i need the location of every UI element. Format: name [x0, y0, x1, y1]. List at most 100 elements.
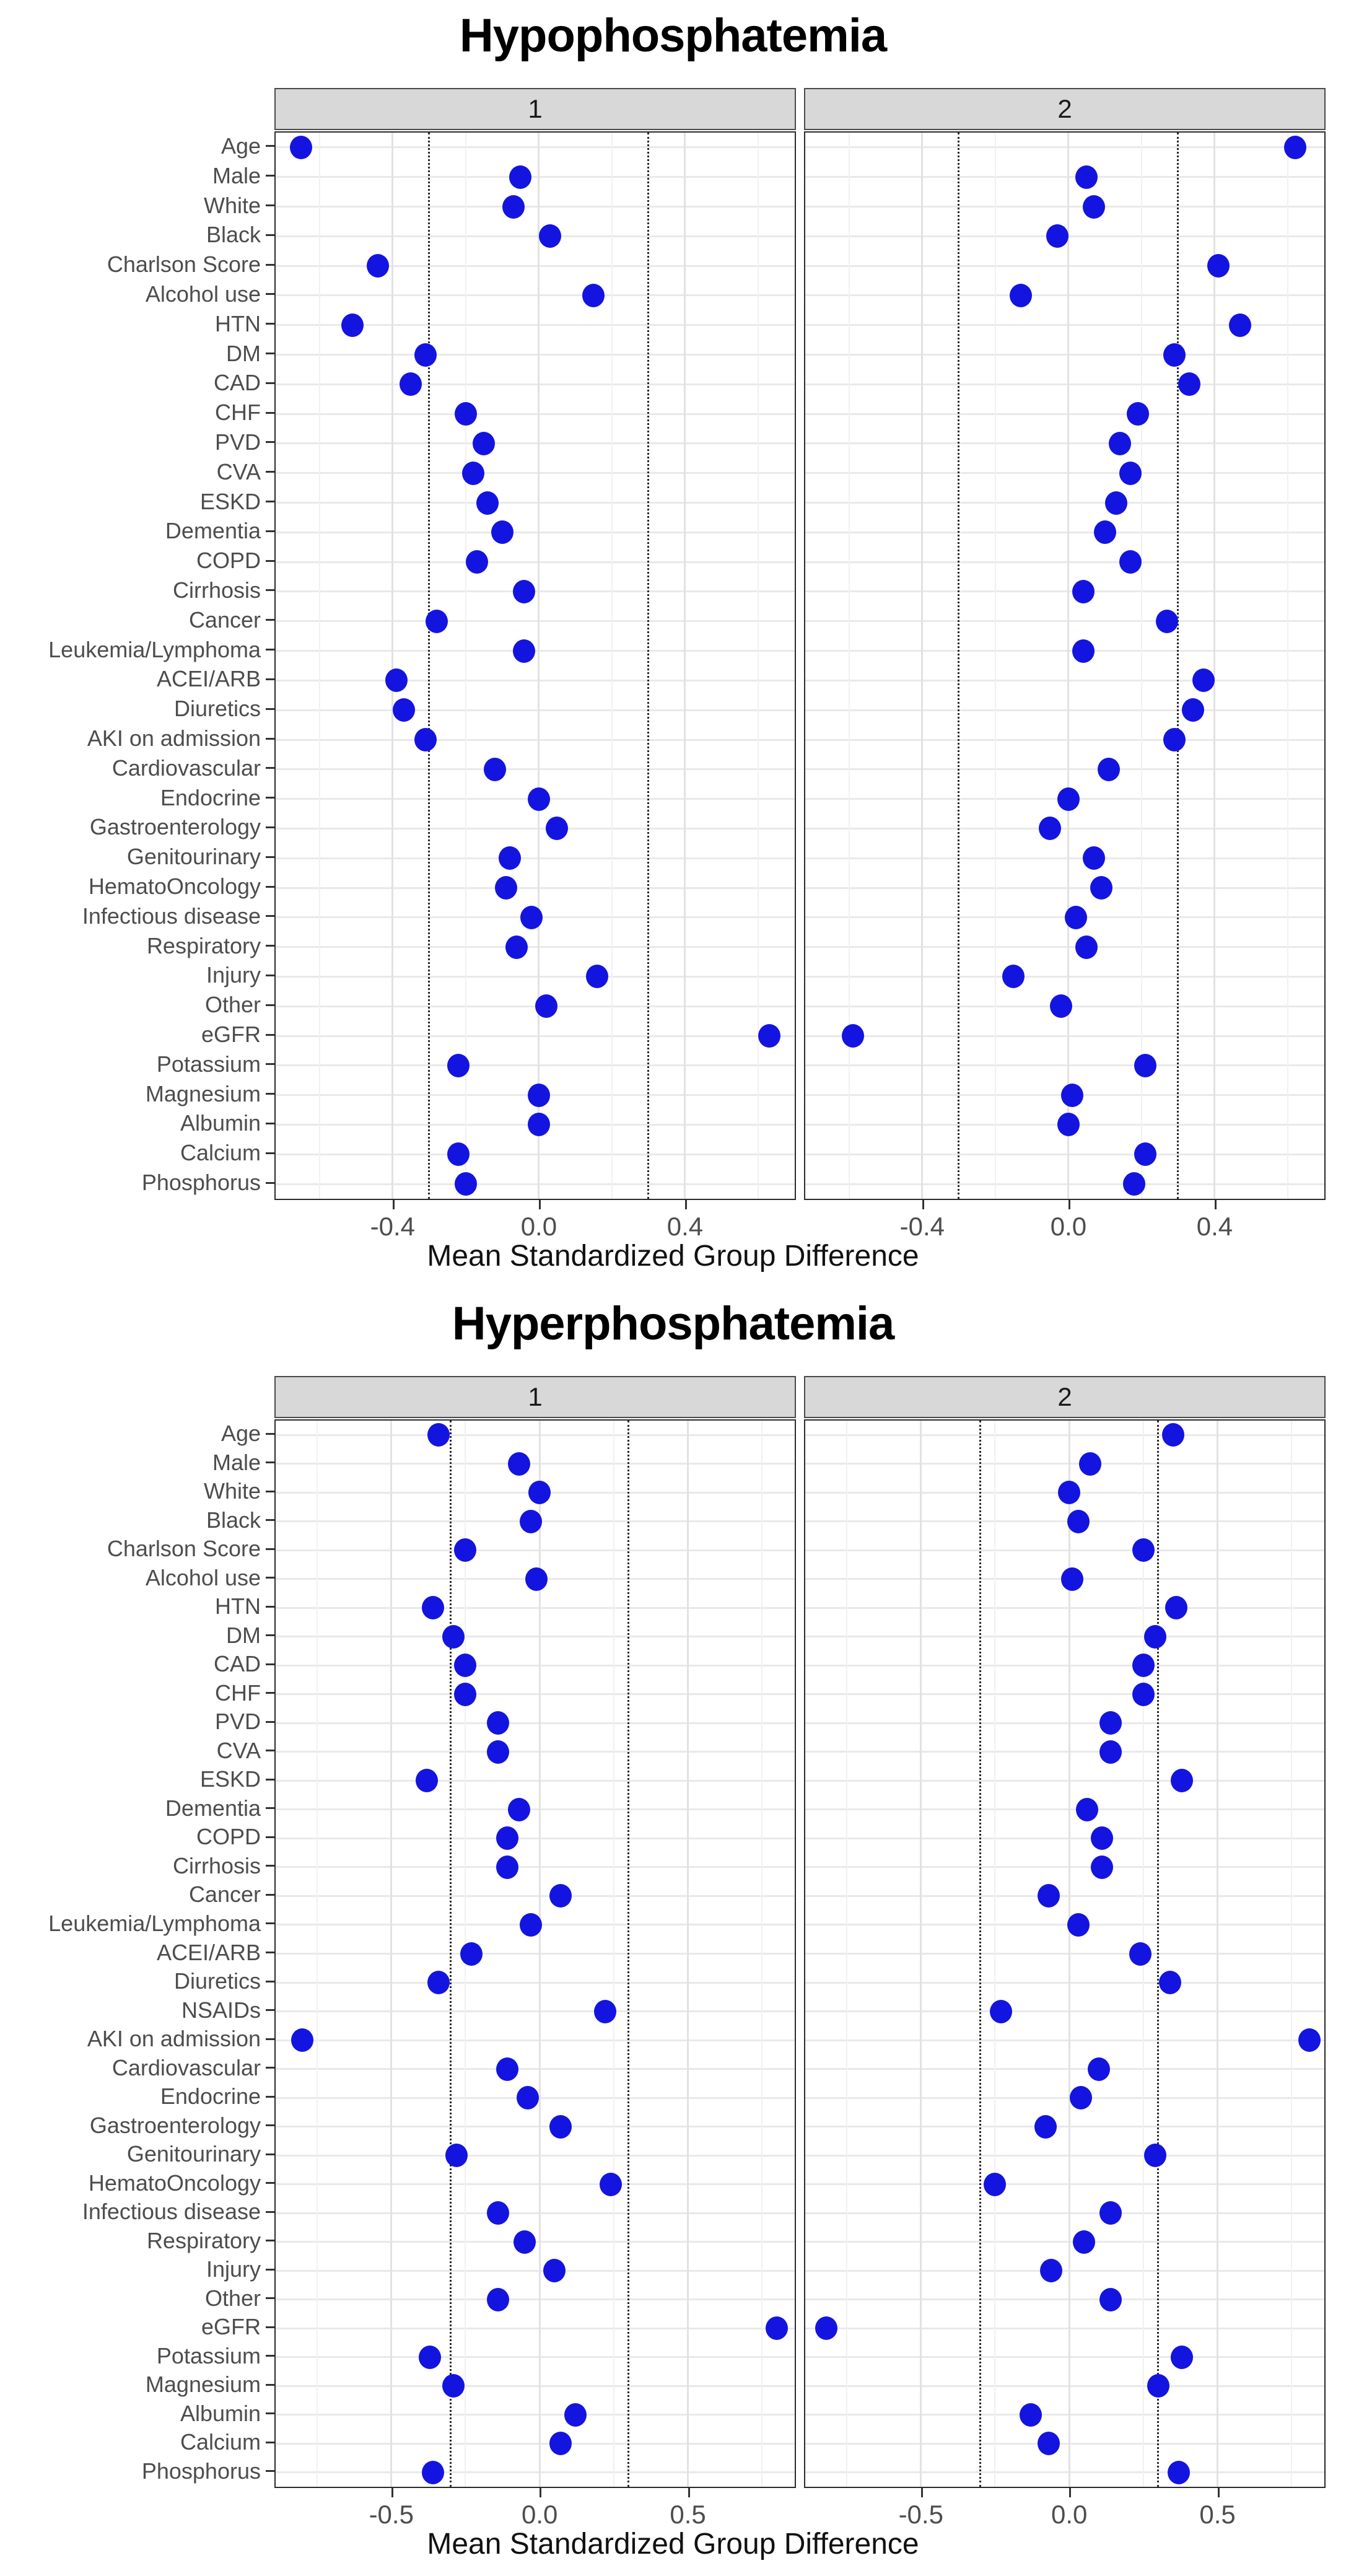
data-point: [1127, 402, 1150, 426]
x-axis-tick: [1214, 1200, 1217, 1209]
gridline-horizontal: [805, 383, 1324, 385]
y-axis-label: Cirrhosis: [172, 1852, 261, 1878]
x-axis-tick-label: 0.4: [666, 1212, 704, 1241]
x-axis-tick: [688, 2488, 690, 2497]
data-point: [582, 283, 605, 307]
y-axis-label: HTN: [215, 310, 261, 336]
y-axis-tick: [266, 1865, 274, 1867]
gridline-horizontal: [276, 472, 795, 475]
x-axis-tick: [391, 2488, 393, 2497]
gridline-horizontal: [276, 2068, 795, 2070]
gridline-horizontal: [805, 2471, 1324, 2474]
data-point: [496, 2057, 518, 2081]
data-point: [1090, 876, 1112, 900]
y-axis-label: ESKD: [199, 488, 261, 514]
y-axis-tick: [266, 1432, 274, 1435]
data-point: [1181, 698, 1204, 722]
gridline-horizontal: [276, 1035, 795, 1037]
data-point: [496, 1826, 518, 1851]
data-point: [454, 402, 477, 426]
y-axis-tick: [266, 589, 274, 592]
data-point: [421, 2460, 444, 2484]
data-point: [1090, 1855, 1113, 1879]
data-point: [1057, 787, 1080, 811]
data-point: [507, 1452, 530, 1476]
reference-line: [450, 1421, 452, 2487]
data-point: [507, 1797, 530, 1821]
data-point: [543, 2259, 566, 2283]
gridline-horizontal: [276, 1664, 795, 1667]
y-axis-tick: [266, 2412, 274, 2415]
data-point: [549, 1884, 572, 1908]
gridline-vertical-minor: [1291, 1421, 1293, 2487]
data-point: [758, 1024, 780, 1048]
data-point: [367, 254, 390, 278]
data-point: [1132, 1654, 1155, 1678]
y-axis-label: Other: [204, 992, 261, 1018]
y-axis-tick: [266, 649, 274, 651]
y-axis-label: Dementia: [165, 1795, 261, 1821]
data-point: [476, 491, 499, 515]
y-axis-label: Genitourinary: [126, 2141, 261, 2167]
gridline-horizontal: [276, 235, 795, 237]
gridline-horizontal: [276, 709, 795, 711]
x-axis-tick: [1069, 2488, 1072, 2497]
y-axis-tick: [266, 2038, 274, 2040]
y-axis-label: Black: [206, 1507, 261, 1533]
y-axis-tick: [266, 471, 274, 473]
data-point: [519, 1912, 542, 1937]
y-axis-label: Cirrhosis: [172, 577, 261, 603]
x-axis-title: Mean Standardized Group Difference: [427, 1240, 919, 1273]
y-axis-label: Gastroenterology: [89, 814, 261, 840]
reference-line: [428, 133, 430, 1199]
data-point: [1075, 165, 1098, 189]
facet-panel-1: 1 -0.4 0.0 0.4: [274, 88, 796, 1241]
y-axis-label: Calcium: [180, 2429, 261, 2455]
y-axis-tick: [266, 234, 274, 236]
data-point: [487, 1740, 510, 1764]
y-axis-label: eGFR: [201, 2314, 261, 2340]
gridline-vertical-minor: [318, 133, 320, 1199]
x-axis-tick-label: 0.0: [520, 1212, 557, 1241]
data-point: [525, 1567, 548, 1591]
gridline-horizontal: [276, 413, 795, 415]
gridline-horizontal: [805, 1779, 1324, 1782]
y-axis-tick: [266, 885, 274, 888]
gridline-horizontal: [276, 2385, 795, 2387]
data-point: [454, 1538, 477, 1562]
data-point: [447, 1142, 470, 1167]
data-point: [538, 224, 561, 248]
y-axis-label: Alcohol use: [145, 281, 261, 307]
data-point: [290, 135, 313, 159]
data-point: [527, 1113, 550, 1137]
chart-hypophosphatemia: Hypophosphatemia Age Male White Black Charls…: [0, 9, 1326, 1273]
gridline-horizontal: [276, 679, 795, 681]
y-axis-tick: [266, 559, 274, 562]
gridline-horizontal: [276, 768, 795, 771]
y-axis-tick: [266, 1836, 274, 1838]
x-axis-tick: [922, 1200, 924, 1209]
y-axis-tick: [266, 1152, 274, 1154]
y-axis-tick: [266, 1004, 274, 1006]
y-axis-label: Endocrine: [160, 784, 261, 810]
gridline-horizontal: [276, 1837, 795, 1839]
gridline-horizontal: [805, 2126, 1324, 2128]
y-axis-tick: [266, 678, 274, 680]
data-point: [498, 846, 521, 870]
gridline-horizontal: [805, 2068, 1324, 2070]
y-axis: Age Male White Black Charlson Score Alcohol u…: [0, 131, 274, 1200]
data-point: [341, 313, 364, 337]
gridline-horizontal: [276, 561, 795, 563]
data-point: [1057, 1113, 1080, 1137]
gridline-vertical-major: [538, 1421, 541, 2487]
gridline-vertical-major: [1213, 133, 1216, 1199]
gridline-horizontal: [805, 561, 1324, 563]
y-axis-label: Male: [212, 162, 261, 188]
y-axis-tick: [266, 826, 274, 828]
y-axis-tick: [266, 1663, 274, 1665]
y-axis-tick: [266, 2210, 274, 2213]
y-axis-label: AKI on admission: [87, 725, 261, 751]
y-axis-tick: [266, 411, 274, 414]
gridline-horizontal: [276, 975, 795, 978]
gridline-horizontal: [805, 2414, 1324, 2416]
